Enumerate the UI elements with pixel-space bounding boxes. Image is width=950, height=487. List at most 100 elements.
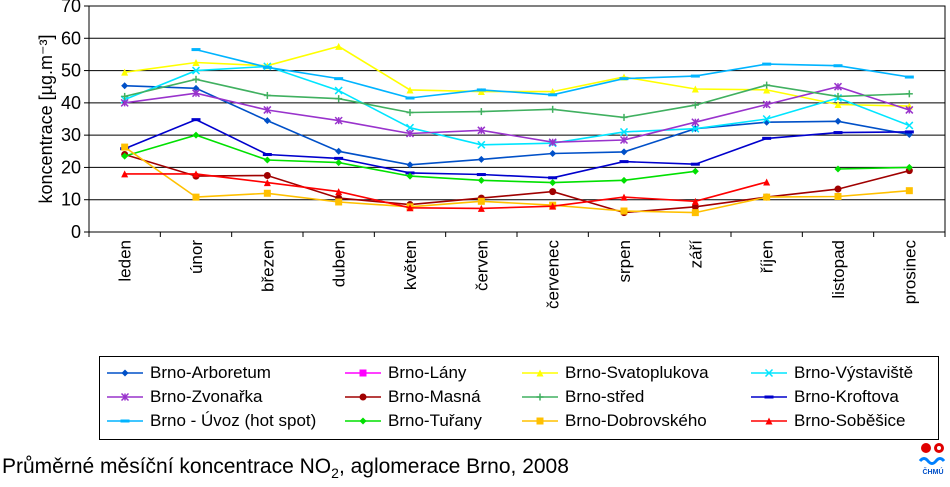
- data-point: [406, 204, 414, 212]
- data-point: [262, 65, 272, 69]
- data-point: [405, 129, 415, 138]
- series-line: [124, 84, 910, 166]
- data-point: [620, 193, 628, 201]
- x-tick-label: únor: [187, 240, 206, 274]
- data-point: [762, 100, 771, 109]
- data-point: [620, 176, 628, 184]
- series-line: [124, 153, 910, 214]
- series-9: [191, 48, 914, 100]
- y-tick-label: 60: [61, 28, 81, 48]
- series-5: [120, 82, 914, 147]
- y-tick-label: 10: [61, 190, 81, 210]
- data-point: [691, 118, 700, 127]
- y-tick-label: 20: [61, 157, 81, 177]
- data-point: [263, 117, 271, 125]
- data-point: [405, 96, 415, 100]
- series-line: [124, 118, 910, 179]
- data-point: [406, 172, 414, 180]
- data-point: [763, 86, 771, 94]
- x-tick-label: listopad: [829, 240, 848, 299]
- data-point: [477, 155, 485, 163]
- data-point: [691, 209, 699, 217]
- data-point: [263, 172, 271, 179]
- data-point: [905, 163, 913, 171]
- data-point: [549, 150, 557, 158]
- data-point: [121, 170, 129, 178]
- data-point: [549, 188, 557, 196]
- data-point: [121, 68, 129, 76]
- data-point: [335, 159, 343, 167]
- caption-subscript: 2: [331, 465, 339, 482]
- x-tick-label: červen: [472, 240, 491, 291]
- data-point: [619, 77, 629, 81]
- data-point: [833, 82, 843, 91]
- y-axis-ticks: 0 10 20 30 40 50 60 70: [61, 0, 89, 242]
- data-point: [477, 204, 485, 212]
- legend-marker: [120, 419, 130, 423]
- legend: Brno-Arboretum Brno-Lány Brno-Svatoplukova…: [99, 356, 939, 440]
- data-point: [335, 198, 343, 206]
- data-point: [477, 140, 486, 149]
- data-point: [192, 131, 200, 139]
- legend-label: Brno-Výstaviště: [794, 363, 914, 382]
- y-tick-label: 40: [61, 93, 81, 113]
- legend-marker: [536, 393, 544, 401]
- data-point: [762, 136, 772, 140]
- legend-swatch: [522, 369, 558, 377]
- series-line: [124, 78, 910, 119]
- series-3: [121, 42, 913, 110]
- data-point: [834, 185, 842, 193]
- data-point: [904, 75, 914, 79]
- data-point: [405, 123, 415, 132]
- data-point: [121, 152, 129, 160]
- data-point: [619, 127, 629, 136]
- data-point: [192, 84, 200, 92]
- data-point: [191, 66, 201, 75]
- legend-label: Brno-Dobrovského: [565, 411, 707, 430]
- data-point: [477, 197, 485, 205]
- legend-marker: [359, 393, 367, 401]
- legend-label: Brno-Masná: [388, 387, 481, 406]
- x-tick-label: březen: [258, 240, 277, 292]
- data-point: [477, 88, 485, 96]
- legend-label: Brno-Tuřany: [388, 411, 482, 430]
- series-4: [120, 62, 914, 149]
- x-tick-label: říjen: [758, 240, 777, 273]
- caption-suffix: , aglomerace Brno, 2008: [338, 455, 569, 478]
- data-point: [406, 109, 414, 117]
- data-point: [834, 92, 842, 100]
- data-point: [263, 105, 272, 114]
- data-point: [763, 193, 771, 201]
- data-point: [619, 135, 629, 145]
- data-point: [763, 81, 771, 89]
- data-point: [691, 101, 699, 109]
- legend-swatch: [107, 369, 143, 377]
- legend-marker: [765, 417, 773, 425]
- chart-caption: Průměrné měsíční koncentrace NO2, aglome…: [2, 455, 569, 481]
- data-point: [834, 117, 842, 125]
- data-point: [904, 130, 914, 134]
- data-point: [477, 176, 485, 184]
- data-point: [335, 147, 343, 155]
- legend-label: Brno-střed: [565, 387, 645, 406]
- data-point: [549, 202, 557, 210]
- data-point: [763, 178, 771, 186]
- data-point: [406, 86, 414, 94]
- legend-marker: [120, 392, 130, 402]
- data-point: [192, 75, 200, 83]
- legend-label: Brno-Soběšice: [794, 411, 906, 430]
- data-point: [477, 108, 485, 116]
- data-point: [191, 89, 201, 98]
- x-tick-label: srpen: [615, 240, 634, 283]
- chmu-logo: ČHMÚ: [918, 441, 948, 481]
- x-axis-ticks: leden únor březen duben květen červen červenec…: [88, 232, 946, 309]
- series-6: [121, 151, 913, 217]
- data-point: [334, 86, 343, 95]
- data-point: [905, 105, 914, 114]
- data-point: [263, 156, 271, 164]
- x-tick-label: leden: [116, 240, 135, 282]
- legend-label: Brno-Lány: [388, 363, 467, 382]
- legend-label: Brno-Zvonařka: [150, 387, 263, 406]
- legend-label: Brno - Úvoz (hot spot): [150, 411, 317, 430]
- x-tick-label: červenec: [544, 240, 563, 309]
